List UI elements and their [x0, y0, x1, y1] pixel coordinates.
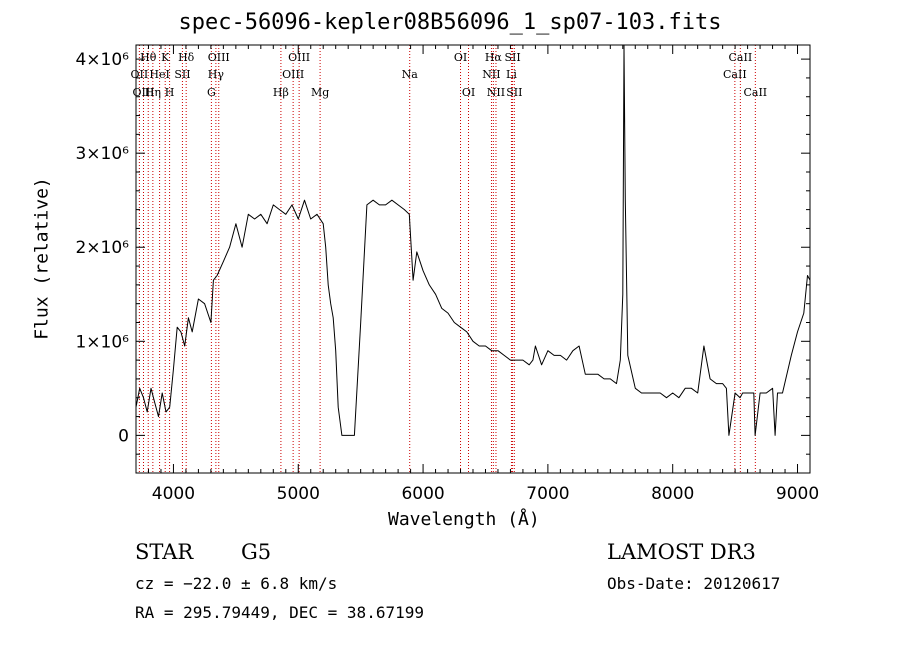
- line-marker-label-18: OI: [462, 86, 475, 99]
- axis-ticks: [135, 45, 811, 473]
- y-tick-label-0: 0: [118, 426, 129, 446]
- x-tick-label-1: 5000: [277, 484, 320, 504]
- line-marker-label-24: SII: [506, 86, 522, 99]
- line-marker-label-23: Li: [506, 68, 517, 81]
- chart-title: spec-56096-kepler08B56096_1_sp07-103.fit…: [178, 10, 722, 35]
- line-marker-label-21: NII: [487, 86, 505, 99]
- y-tick-label-1: 1×10⁶: [75, 332, 129, 352]
- redshift-cz: cz = −22.0 ± 6.8 km/s: [135, 574, 338, 593]
- line-markers-layer: [138, 45, 756, 473]
- line-marker-label-11: G: [207, 86, 216, 99]
- line-marker-label-3: Hη: [145, 86, 161, 99]
- line-marker-label-16: Na: [402, 68, 419, 81]
- line-marker-label-7: SII: [174, 68, 190, 81]
- line-marker-label-25: CaII: [729, 51, 753, 64]
- y-tick-label-2: 2×10⁶: [75, 238, 129, 258]
- y-tick-label-3: 3×10⁶: [75, 144, 129, 164]
- line-marker-label-17: OI: [454, 51, 467, 64]
- line-marker-label-5: HeI: [149, 68, 169, 81]
- line-marker-label-20: NII: [482, 68, 500, 81]
- y-axis-label: Flux (relative): [31, 177, 53, 340]
- x-tick-label-4: 8000: [651, 484, 694, 504]
- x-tick-label-5: 9000: [776, 484, 819, 504]
- line-marker-label-13: OIII: [288, 51, 310, 64]
- line-marker-label-0: Hθ: [140, 51, 157, 64]
- line-marker-label-4: K: [161, 51, 170, 64]
- coordinates: RA = 295.79449, DEC = 38.67199: [135, 603, 424, 622]
- line-marker-label-1: OII: [131, 68, 149, 81]
- line-marker-label-22: SII: [504, 51, 520, 64]
- plot-frame: [135, 44, 811, 474]
- axis-tick-labels: 4000 5000 6000 7000 8000 9000 0 1×10⁶ 2×10⁶ 3×10⁶…: [75, 50, 819, 504]
- line-marker-label-26: CaII: [723, 68, 747, 81]
- line-marker-label-19: Hα: [485, 51, 503, 64]
- line-marker-label-9: OIII: [208, 51, 230, 64]
- x-tick-label-3: 7000: [526, 484, 569, 504]
- line-marker-label-8: Hδ: [178, 51, 195, 64]
- y-tick-label-4: 4×10⁶: [75, 50, 129, 70]
- object-class: STAR: [135, 540, 194, 564]
- spectrum-line: [135, 44, 811, 436]
- x-tick-label-2: 6000: [401, 484, 444, 504]
- line-marker-label-10: Hγ: [208, 68, 225, 81]
- x-axis-label: Wavelength (Å): [388, 509, 540, 530]
- line-marker-label-14: OIII: [282, 68, 304, 81]
- line-marker-label-27: CaII: [743, 86, 767, 99]
- line-marker-label-12: Hβ: [273, 86, 289, 99]
- object-subclass: G5: [241, 540, 272, 564]
- line-marker-label-2: OIII: [132, 86, 154, 99]
- line-marker-label-15: Mg: [311, 86, 329, 99]
- survey-name: LAMOST DR3: [607, 540, 756, 564]
- spectrum-layer: [135, 44, 811, 436]
- line-marker-label-6: H: [165, 86, 175, 99]
- x-tick-label-0: 4000: [152, 484, 195, 504]
- observation-date: Obs-Date: 20120617: [607, 574, 781, 593]
